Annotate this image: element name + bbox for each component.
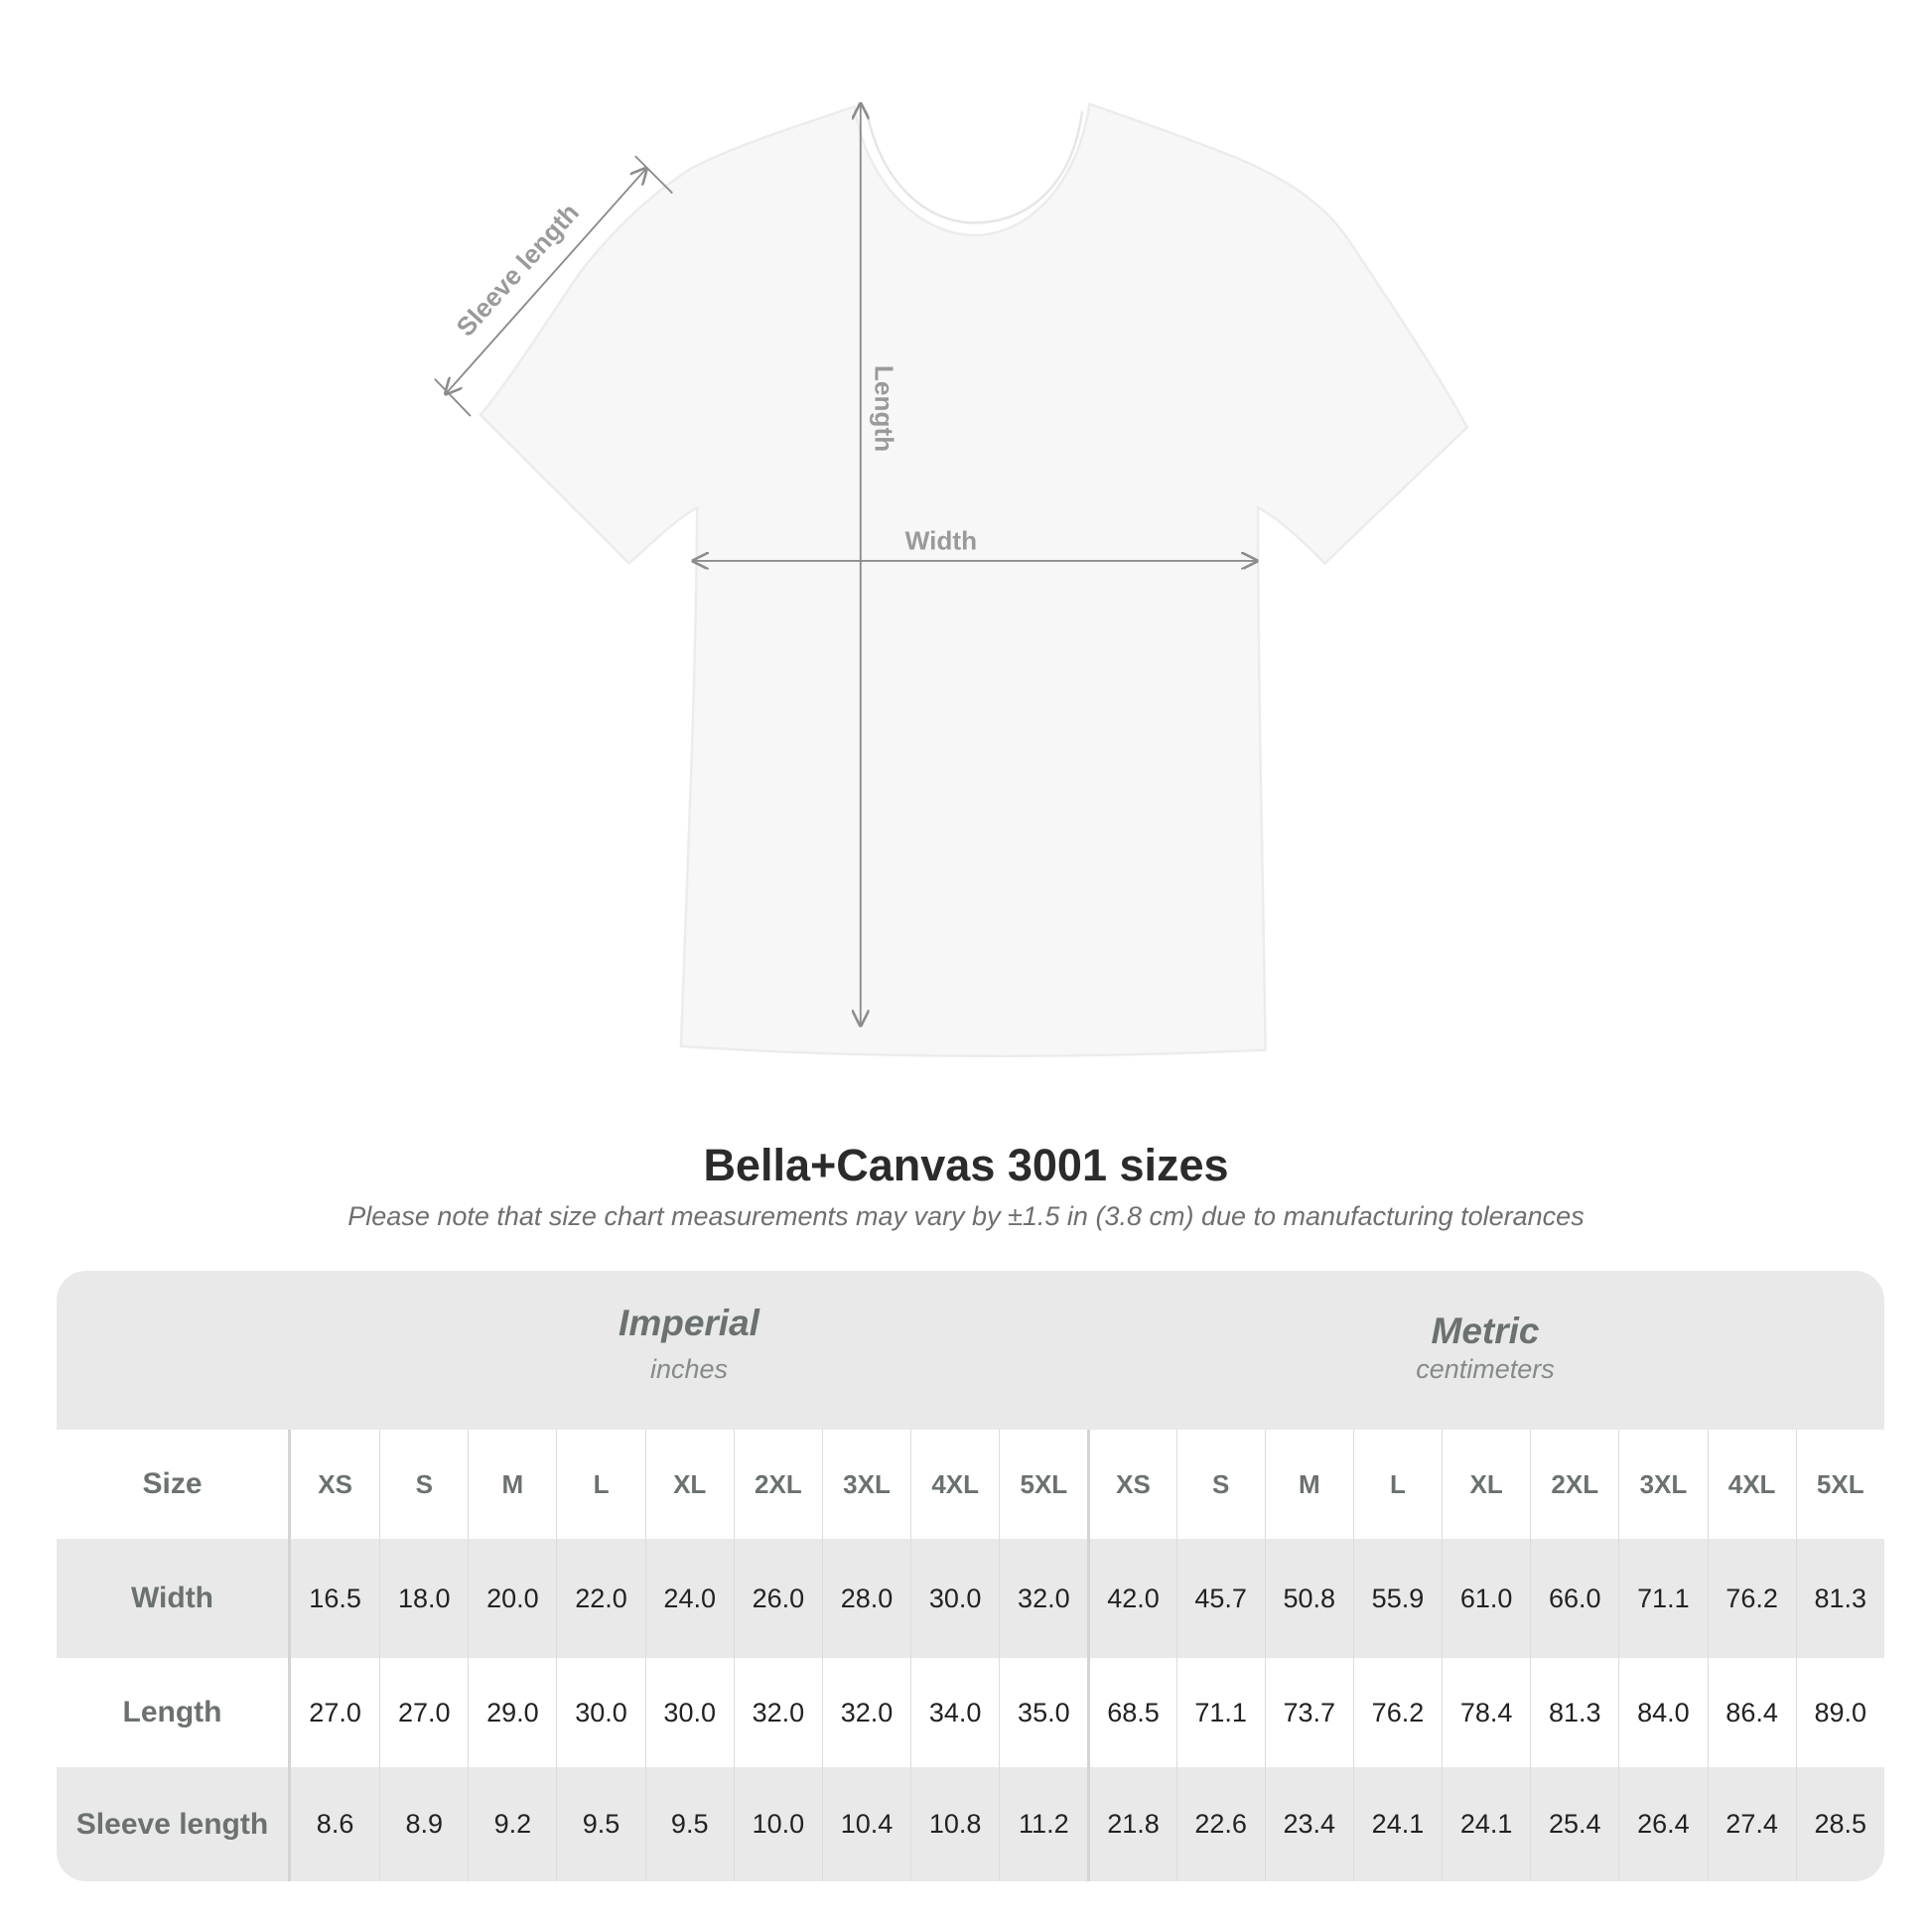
metric-unit: centimeters — [1416, 1354, 1555, 1384]
table-cell: 61.0 — [1442, 1539, 1530, 1658]
size-label: Size — [57, 1430, 291, 1539]
table-cell: 26.4 — [1618, 1767, 1707, 1881]
table-cell: 21.8 — [1087, 1767, 1175, 1881]
tshirt-shape — [479, 102, 1469, 1057]
table-cell: 68.5 — [1087, 1658, 1175, 1767]
table-cell: 20.0 — [468, 1539, 556, 1658]
table-cell: 30.0 — [644, 1658, 734, 1767]
row-label: Length — [57, 1658, 291, 1767]
table-cell: 9.5 — [556, 1767, 644, 1881]
size-header-cell: S — [1175, 1430, 1265, 1539]
table-cell: 89.0 — [1795, 1658, 1884, 1767]
table-cell: 78.4 — [1442, 1658, 1530, 1767]
table-cell: 27.0 — [309, 1697, 361, 1727]
table-row: Length 27.0 27.0 29.0 30.0 30.0 32.0 32.0 34.0 3… — [57, 1658, 1884, 1767]
imperial-title: Imperial — [619, 1303, 759, 1343]
chart-title: Bella+Canvas 3001 sizes — [703, 1140, 1229, 1190]
table-cell: 32.0 — [821, 1658, 910, 1767]
table-cell: 28.5 — [1795, 1767, 1884, 1881]
size-header-cell: S — [379, 1430, 468, 1539]
table-cell: 71.1 — [1618, 1539, 1707, 1658]
row-label: Width — [57, 1539, 291, 1658]
table-cell: 26.0 — [733, 1539, 822, 1658]
table-cell: 8.9 — [379, 1767, 468, 1881]
table-cell: 71.1 — [1175, 1658, 1265, 1767]
table-cell: 66.0 — [1530, 1539, 1618, 1658]
table-cell: 9.2 — [468, 1767, 556, 1881]
table-cell: 34.0 — [910, 1658, 999, 1767]
table-row: Sleeve length 8.6 8.9 9.2 9.5 9.5 10.0 10.4 10.… — [57, 1767, 1884, 1881]
table-cell: 81.3 — [1795, 1539, 1884, 1658]
size-header-cell: 5XL — [999, 1430, 1087, 1539]
table-cell: 18.0 — [379, 1539, 468, 1658]
table-cell: 29.0 — [468, 1658, 556, 1767]
table-cell: 76.2 — [1707, 1539, 1796, 1658]
tolerance-note: Please note that size chart measurements… — [347, 1201, 1585, 1231]
table-cell: 10.0 — [733, 1767, 822, 1881]
table-cell: 81.3 — [1530, 1658, 1618, 1767]
table-cell: 86.4 — [1707, 1658, 1796, 1767]
table-cell: 30.0 — [910, 1539, 999, 1658]
table-cell: 84.0 — [1618, 1658, 1707, 1767]
table-cell: 24.1 — [1442, 1767, 1530, 1881]
size-header-cell: 4XL — [910, 1430, 999, 1539]
table-cell: 42.0 — [1087, 1539, 1175, 1658]
size-table: Imperial inches Metric centimeters Size … — [57, 1271, 1884, 1881]
size-header-cell: L — [1352, 1430, 1442, 1539]
table-cell: 55.9 — [1352, 1539, 1442, 1658]
table-cell: 50.8 — [1264, 1539, 1353, 1658]
size-header-cell: 4XL — [1707, 1430, 1796, 1539]
table-cell: 22.6 — [1175, 1767, 1265, 1881]
table-cell: 8.6 — [316, 1809, 354, 1839]
table-cell: 32.0 — [733, 1658, 822, 1767]
size-header-cell: M — [1264, 1430, 1353, 1539]
table-cell: 30.0 — [556, 1658, 644, 1767]
size-header-cell: L — [556, 1430, 644, 1539]
table-cell: 24.1 — [1352, 1767, 1442, 1881]
table-cell: 45.7 — [1175, 1539, 1265, 1658]
size-header-row: Size XS S M L XL 2XL 3XL 4XL 5XL XS S M L XL 2XL 3XL 4XL… — [57, 1430, 1884, 1539]
size-header-cell: XS — [1087, 1430, 1175, 1539]
table-cell: 32.0 — [999, 1539, 1087, 1658]
size-header-cell: XL — [1442, 1430, 1530, 1539]
table-cell: 10.8 — [910, 1767, 999, 1881]
metric-title: Metric — [1431, 1311, 1540, 1351]
table-cell: 27.0 — [379, 1658, 468, 1767]
width-label: Width — [905, 526, 977, 556]
table-cell: 23.4 — [1264, 1767, 1353, 1881]
table-row: Width 16.5 18.0 20.0 22.0 24.0 26.0 28.0 30.0 32… — [57, 1539, 1884, 1658]
size-header-cell: 2XL — [1530, 1430, 1618, 1539]
size-header-cell: 3XL — [821, 1430, 910, 1539]
size-header-cell: 5XL — [1795, 1430, 1884, 1539]
sleeve-measure-line — [446, 169, 646, 394]
table-cell: 11.2 — [999, 1767, 1087, 1881]
table-cell: 76.2 — [1352, 1658, 1442, 1767]
table-cell: 28.0 — [821, 1539, 910, 1658]
table-cell: 10.4 — [821, 1767, 910, 1881]
row-label: Sleeve length — [57, 1767, 291, 1881]
size-header-cell: M — [468, 1430, 556, 1539]
imperial-unit: inches — [649, 1354, 729, 1384]
length-label: Length — [870, 365, 899, 452]
table-cell: 24.0 — [644, 1539, 734, 1658]
size-header-cell: 2XL — [733, 1430, 822, 1539]
size-header-cell: XL — [644, 1430, 734, 1539]
tshirt-diagram: Sleeve length Length Width — [434, 0, 1469, 1057]
size-header-cell: XS — [318, 1468, 352, 1499]
imperial-header: Imperial inches — [291, 1271, 1087, 1430]
size-header-cell: 3XL — [1618, 1430, 1707, 1539]
table-cell: 9.5 — [644, 1767, 734, 1881]
metric-header: Metric centimeters — [1087, 1271, 1883, 1430]
table-cell: 25.4 — [1530, 1767, 1618, 1881]
table-cell: 35.0 — [999, 1658, 1087, 1767]
table-cell: 16.5 — [309, 1583, 361, 1613]
table-cell: 22.0 — [556, 1539, 644, 1658]
table-cell: 73.7 — [1264, 1658, 1353, 1767]
table-cell: 27.4 — [1707, 1767, 1796, 1881]
